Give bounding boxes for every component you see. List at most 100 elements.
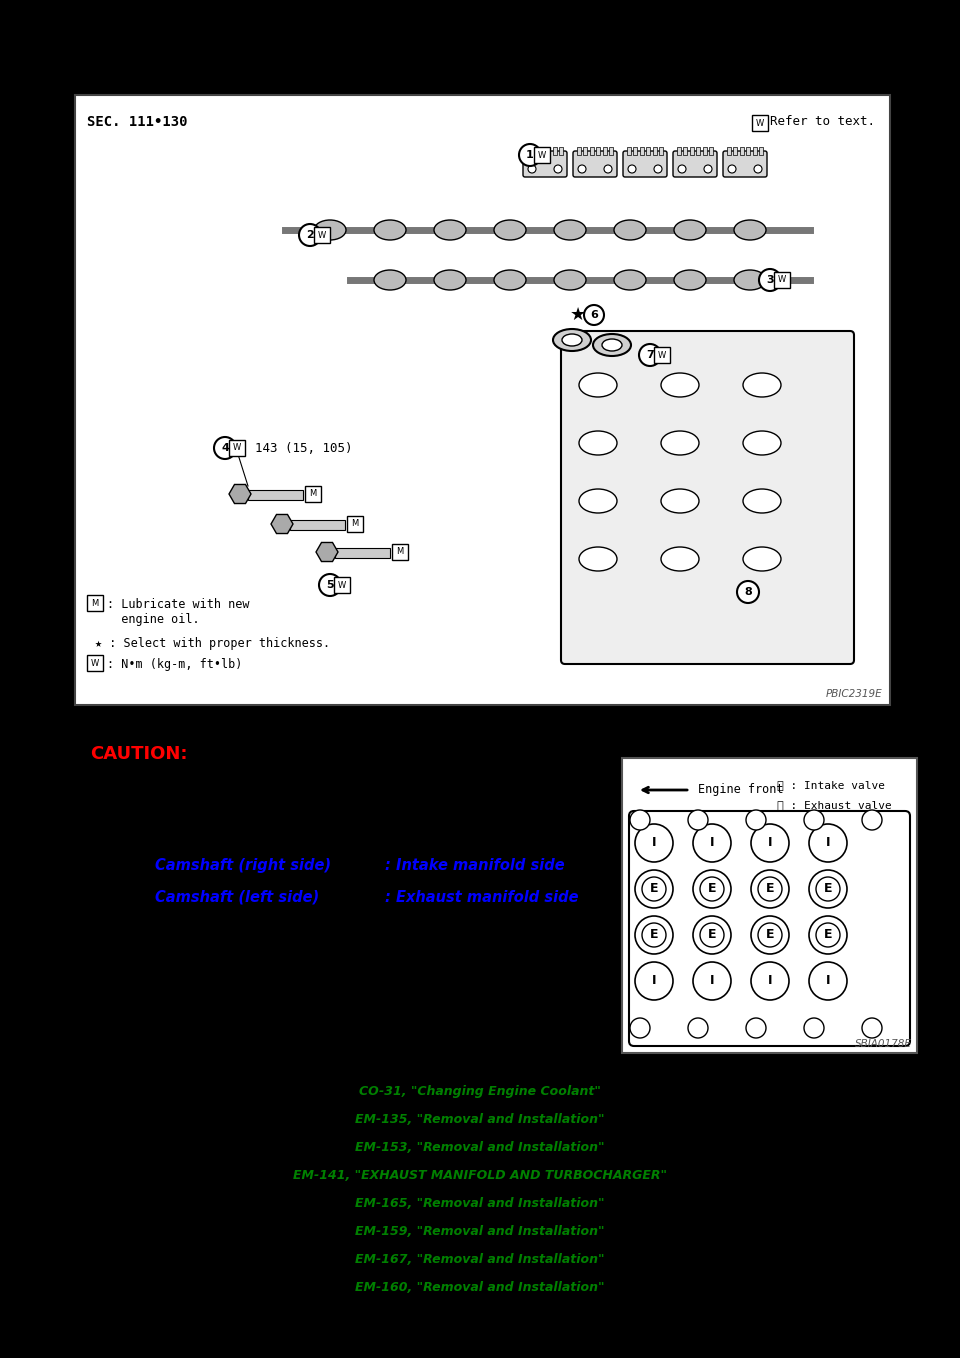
Circle shape bbox=[528, 166, 536, 172]
Text: W: W bbox=[318, 231, 326, 239]
Bar bbox=[546, 147, 550, 155]
Text: I: I bbox=[709, 975, 714, 987]
Circle shape bbox=[751, 961, 789, 999]
Circle shape bbox=[688, 1018, 708, 1038]
Text: I: I bbox=[826, 837, 830, 850]
Bar bbox=[392, 545, 408, 559]
Text: Ⓔ : Exhaust valve: Ⓔ : Exhaust valve bbox=[777, 800, 892, 809]
FancyBboxPatch shape bbox=[523, 151, 567, 177]
Text: I: I bbox=[768, 975, 772, 987]
Circle shape bbox=[759, 269, 781, 291]
Circle shape bbox=[635, 824, 673, 862]
Circle shape bbox=[758, 923, 782, 947]
FancyBboxPatch shape bbox=[629, 811, 910, 1046]
Text: 143 (15, 105): 143 (15, 105) bbox=[255, 441, 352, 455]
Bar bbox=[540, 147, 543, 155]
Circle shape bbox=[693, 824, 731, 862]
Circle shape bbox=[678, 166, 686, 172]
Ellipse shape bbox=[661, 489, 699, 513]
Ellipse shape bbox=[674, 270, 706, 291]
Text: M: M bbox=[351, 520, 359, 528]
Text: ★ : Select with proper thickness.: ★ : Select with proper thickness. bbox=[95, 637, 330, 650]
Text: CO-31, "Changing Engine Coolant": CO-31, "Changing Engine Coolant" bbox=[359, 1085, 601, 1099]
Ellipse shape bbox=[734, 270, 766, 291]
Circle shape bbox=[809, 824, 847, 862]
Text: : Exhaust manifold side: : Exhaust manifold side bbox=[385, 889, 579, 904]
Text: E: E bbox=[650, 883, 659, 895]
Bar bbox=[553, 147, 557, 155]
Bar bbox=[589, 147, 594, 155]
Bar bbox=[774, 272, 790, 288]
Bar bbox=[696, 147, 700, 155]
Bar bbox=[603, 147, 607, 155]
Text: W: W bbox=[338, 580, 347, 589]
Text: I: I bbox=[709, 837, 714, 850]
Circle shape bbox=[688, 809, 708, 830]
Circle shape bbox=[809, 870, 847, 909]
Bar bbox=[653, 147, 657, 155]
Text: W: W bbox=[233, 444, 241, 452]
Ellipse shape bbox=[602, 340, 622, 350]
Ellipse shape bbox=[661, 547, 699, 570]
Text: Refer to text.: Refer to text. bbox=[770, 115, 875, 128]
Bar bbox=[677, 147, 681, 155]
Bar bbox=[634, 147, 637, 155]
Text: I: I bbox=[652, 975, 657, 987]
Circle shape bbox=[630, 1018, 650, 1038]
Bar bbox=[733, 147, 737, 155]
Bar bbox=[654, 348, 670, 363]
Text: Camshaft (left side): Camshaft (left side) bbox=[155, 889, 319, 904]
Bar bbox=[527, 147, 531, 155]
Circle shape bbox=[630, 809, 650, 830]
Text: E: E bbox=[766, 883, 775, 895]
Circle shape bbox=[862, 809, 882, 830]
Ellipse shape bbox=[614, 270, 646, 291]
Bar bbox=[335, 549, 390, 558]
Circle shape bbox=[751, 870, 789, 909]
Circle shape bbox=[704, 166, 712, 172]
Circle shape bbox=[693, 961, 731, 999]
Ellipse shape bbox=[494, 270, 526, 291]
Bar bbox=[709, 147, 713, 155]
Circle shape bbox=[693, 870, 731, 909]
Ellipse shape bbox=[593, 334, 631, 356]
Bar bbox=[559, 147, 563, 155]
Text: CAUTION:: CAUTION: bbox=[90, 746, 187, 763]
Ellipse shape bbox=[434, 220, 466, 240]
Circle shape bbox=[804, 809, 824, 830]
Text: M: M bbox=[396, 547, 403, 557]
Bar bbox=[609, 147, 613, 155]
Bar bbox=[314, 227, 330, 243]
Ellipse shape bbox=[743, 430, 781, 455]
Bar bbox=[334, 577, 350, 593]
Circle shape bbox=[654, 166, 662, 172]
Text: E: E bbox=[708, 883, 716, 895]
Text: M: M bbox=[309, 489, 317, 498]
Circle shape bbox=[758, 877, 782, 900]
Text: E: E bbox=[824, 929, 832, 941]
Ellipse shape bbox=[374, 270, 406, 291]
Text: : N•m (kg-m, ft•lb): : N•m (kg-m, ft•lb) bbox=[107, 659, 242, 671]
Circle shape bbox=[635, 917, 673, 955]
Ellipse shape bbox=[314, 220, 346, 240]
Circle shape bbox=[554, 166, 562, 172]
Bar bbox=[577, 147, 581, 155]
Text: EM-165, "Removal and Installation": EM-165, "Removal and Installation" bbox=[355, 1196, 605, 1210]
FancyBboxPatch shape bbox=[673, 151, 717, 177]
Bar bbox=[87, 595, 103, 611]
Text: EM-167, "Removal and Installation": EM-167, "Removal and Installation" bbox=[355, 1253, 605, 1266]
Ellipse shape bbox=[554, 220, 586, 240]
Text: E: E bbox=[824, 883, 832, 895]
Ellipse shape bbox=[554, 270, 586, 291]
Circle shape bbox=[816, 877, 840, 900]
Circle shape bbox=[804, 1018, 824, 1038]
Text: 4: 4 bbox=[221, 443, 228, 454]
Circle shape bbox=[635, 961, 673, 999]
Text: ★: ★ bbox=[570, 306, 586, 325]
Text: EM-135, "Removal and Installation": EM-135, "Removal and Installation" bbox=[355, 1114, 605, 1126]
Text: W: W bbox=[778, 276, 786, 284]
Circle shape bbox=[578, 166, 586, 172]
Bar bbox=[534, 147, 538, 155]
Bar bbox=[534, 147, 550, 163]
Ellipse shape bbox=[434, 270, 466, 291]
